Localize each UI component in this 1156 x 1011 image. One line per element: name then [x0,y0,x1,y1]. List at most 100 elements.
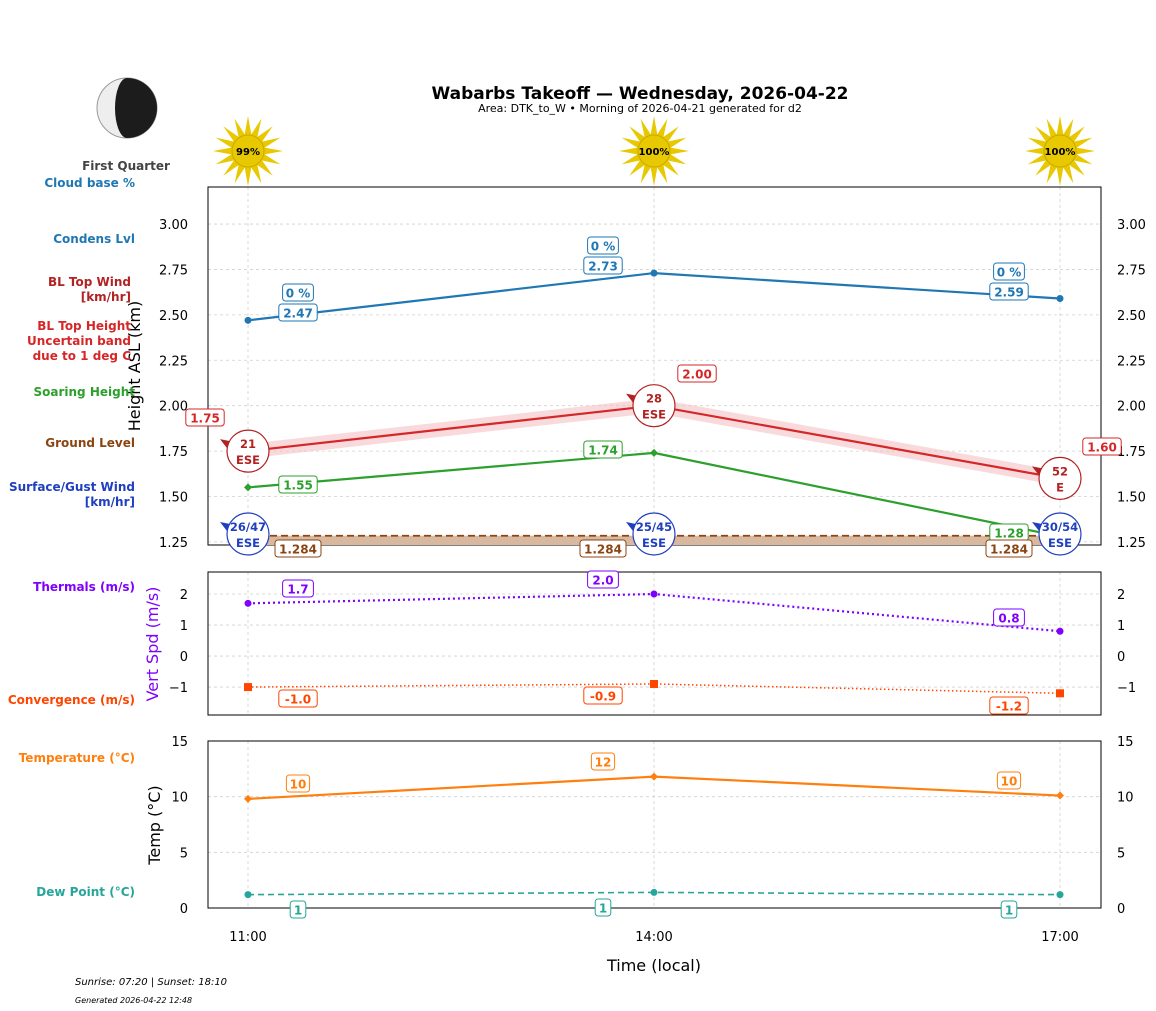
temperature-label: 10 [1001,775,1018,789]
plot-frame [207,740,1102,909]
y-tick-label: 3.00 [159,218,188,233]
thermals-point [244,599,252,607]
cloud-base-label-box [282,283,314,302]
condens-point [650,269,658,277]
sun-percent: 100% [639,147,670,158]
bl-wind-direction: E [1056,480,1064,494]
thermals-label: 1.7 [287,583,308,597]
surface-wind-speed: 25/45 [636,520,672,534]
dew-point-line [247,891,1061,896]
y-tick-label-right: 10 [1117,791,1134,806]
dew-point-label: 1 [599,902,607,916]
thermals-label: 0.8 [998,612,1019,626]
soaring-label-box [278,475,318,494]
surface-wind-direction: ESE [236,536,260,550]
y-tick-label-right: 1.25 [1117,536,1146,551]
thermals-point [650,590,658,598]
dew-point-point [244,891,252,899]
convergence-point [1056,689,1064,698]
surface-wind-barb: 26/47 ESE [220,512,270,556]
condens-label-box [278,303,318,322]
y-tick-label: 10 [171,791,188,806]
bl-wind-direction: ESE [642,408,666,422]
dew-point-label-box [594,898,612,917]
cloud-base-label: 0 % [286,287,311,301]
soaring-label-box [583,440,623,459]
temperature-label: 10 [290,778,307,792]
bl-top-label: 1.75 [190,412,220,426]
y-tick-label-right: 2.00 [1117,400,1146,415]
legend-cloud: Cloud base % [44,176,135,190]
convergence-label: -1.0 [285,693,311,707]
legend-bl_height: BL Top Height [37,319,131,333]
bl-wind-direction: ESE [236,453,260,467]
ground-level-label-box [579,539,627,558]
y-axis-label: Temp (°C) [145,785,164,865]
thermals-point [1056,627,1064,635]
temperature-point [244,794,252,803]
surface-wind-direction: ESE [1048,536,1072,550]
convergence-label-box [278,689,318,708]
cloud-base-label: 0 % [591,240,616,254]
surface-wind-barb: 30/54 ESE [1032,512,1082,556]
cloud-base-label-box [587,236,619,255]
cloud-base-label: 0 % [997,266,1022,280]
soaring-point [244,483,252,492]
legend-convergence: Convergence (m/s) [8,693,135,707]
ground-level-label-box [985,539,1033,558]
y-tick-label-right: 2.50 [1117,309,1146,324]
surface-wind-barb: 25/45 ESE [626,512,676,556]
y-tick-label: 1 [180,619,188,634]
temperature-label-box [590,752,616,771]
ground-level-label: 1.284 [279,543,317,557]
convergence-label: -0.9 [590,690,616,704]
sun-percent: 99% [236,147,260,158]
bl-wind-barb: 52 E [1032,456,1082,500]
convergence-point [650,679,658,688]
dew-point-label-box [289,900,307,919]
y-tick-label: 2.50 [159,309,188,324]
bl-wind-speed: 52 [1052,464,1068,478]
bl-top-label: 1.60 [1087,441,1117,455]
dew-point-label: 1 [1005,904,1013,918]
surface-wind-direction: ESE [642,536,666,550]
wind-arrow-icon [1032,466,1042,476]
convergence-point [244,683,252,692]
sun-times: Sunrise: 07:20 | Sunset: 18:10 [75,977,227,988]
bl-top-label-box [1082,437,1122,456]
legend-bl_height: due to 1 deg C [33,349,132,363]
bl-wind-barb: 28 ESE [626,384,676,428]
moon-first-quarter-icon [96,77,158,139]
convergence-label-box [583,686,623,705]
legend-soaring: Soaring Height [34,385,136,399]
y-tick-label: 2 [180,588,188,603]
y-tick-label-right: 2 [1117,588,1125,603]
dew-point-label-box [1000,900,1018,919]
convergence-label: -1.2 [996,700,1022,714]
thermals-line [247,592,1061,633]
thermals-label-box [993,608,1025,627]
plot-frame [207,571,1102,716]
y-tick-label-right: 1.75 [1117,445,1146,460]
bl-wind-barb: 21 ESE [220,429,270,473]
chart-subtitle: Area: DTK_to_W • Morning of 2026-04-21 g… [478,102,802,115]
legend-surface: [km/hr] [85,495,135,509]
sun-icon: 99% [213,116,283,186]
legend-bl_height: Uncertain band [27,334,131,348]
cloud-base-label-box [993,262,1025,281]
soaring-label: 1.74 [588,444,618,458]
condens-label: 2.47 [283,307,313,321]
temperature-point [1056,791,1064,800]
y-tick-label: 1.50 [159,491,188,506]
legend-temp: Temperature (°C) [19,751,135,765]
temperature-label-box [996,771,1022,790]
sun-icon: 100% [619,116,689,186]
y-tick-label-right: 0 [1117,650,1125,665]
y-tick-label: −1 [169,681,188,696]
legend-thermals: Thermals (m/s) [33,580,135,594]
sun-icon: 100% [1025,116,1095,186]
generated-time: Generated 2026-04-22 12:48 [75,996,192,1005]
condens-label: 2.59 [994,286,1024,300]
dew-point-point [650,888,658,896]
surface-wind-speed: 30/54 [1042,520,1078,534]
